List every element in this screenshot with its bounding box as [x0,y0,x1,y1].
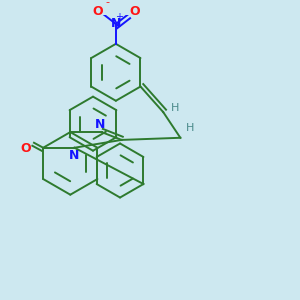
Text: O: O [129,4,140,18]
Text: N: N [95,118,105,131]
Text: O: O [20,142,31,155]
Text: O: O [92,4,103,18]
Text: H: H [170,103,179,113]
Text: H: H [186,123,194,133]
Text: -: - [105,0,109,8]
Text: N: N [111,17,121,30]
Text: +: + [115,12,123,22]
Text: N: N [69,149,80,162]
